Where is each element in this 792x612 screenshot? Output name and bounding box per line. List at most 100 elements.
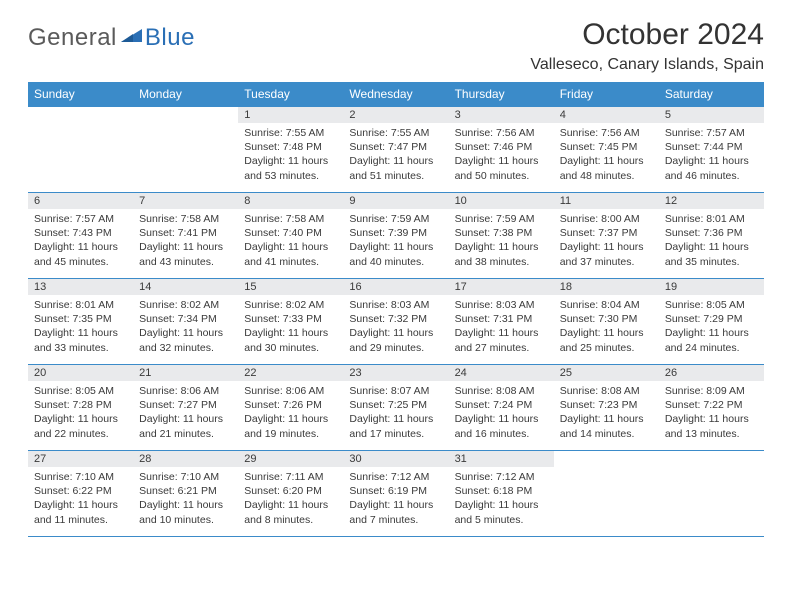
day-body: Sunrise: 8:06 AMSunset: 7:26 PMDaylight:… — [238, 381, 343, 445]
day-number: 27 — [28, 451, 133, 467]
day-number: 15 — [238, 279, 343, 295]
calendar-day-cell: 26Sunrise: 8:09 AMSunset: 7:22 PMDayligh… — [659, 365, 764, 451]
calendar-day-cell: 25Sunrise: 8:08 AMSunset: 7:23 PMDayligh… — [554, 365, 659, 451]
calendar-day-cell: 24Sunrise: 8:08 AMSunset: 7:24 PMDayligh… — [449, 365, 554, 451]
calendar-day-cell: 12Sunrise: 8:01 AMSunset: 7:36 PMDayligh… — [659, 193, 764, 279]
calendar-day-cell: 15Sunrise: 8:02 AMSunset: 7:33 PMDayligh… — [238, 279, 343, 365]
weekday-header: Saturday — [659, 82, 764, 107]
calendar-table: Sunday Monday Tuesday Wednesday Thursday… — [28, 82, 764, 537]
day-number: 30 — [343, 451, 448, 467]
calendar-day-cell: 22Sunrise: 8:06 AMSunset: 7:26 PMDayligh… — [238, 365, 343, 451]
calendar-day-cell: 0. — [28, 107, 133, 193]
day-body: Sunrise: 7:58 AMSunset: 7:41 PMDaylight:… — [133, 209, 238, 273]
calendar-day-cell: 8Sunrise: 7:58 AMSunset: 7:40 PMDaylight… — [238, 193, 343, 279]
weekday-header: Monday — [133, 82, 238, 107]
calendar-day-cell: 6Sunrise: 7:57 AMSunset: 7:43 PMDaylight… — [28, 193, 133, 279]
calendar-week-row: 27Sunrise: 7:10 AMSunset: 6:22 PMDayligh… — [28, 451, 764, 537]
day-number: 4 — [554, 107, 659, 123]
location: Valleseco, Canary Islands, Spain — [530, 56, 764, 74]
logo: General Blue — [28, 24, 195, 52]
day-body: Sunrise: 8:08 AMSunset: 7:23 PMDaylight:… — [554, 381, 659, 445]
day-number: 31 — [449, 451, 554, 467]
header: General Blue October 2024 Valleseco, Can… — [28, 18, 764, 74]
day-body: Sunrise: 8:05 AMSunset: 7:29 PMDaylight:… — [659, 295, 764, 359]
day-body: Sunrise: 7:55 AMSunset: 7:47 PMDaylight:… — [343, 123, 448, 187]
day-body: Sunrise: 8:04 AMSunset: 7:30 PMDaylight:… — [554, 295, 659, 359]
day-number: 18 — [554, 279, 659, 295]
calendar-day-cell: 1Sunrise: 7:55 AMSunset: 7:48 PMDaylight… — [238, 107, 343, 193]
day-number: 6 — [28, 193, 133, 209]
day-body: Sunrise: 8:02 AMSunset: 7:34 PMDaylight:… — [133, 295, 238, 359]
calendar-day-cell: 3Sunrise: 7:56 AMSunset: 7:46 PMDaylight… — [449, 107, 554, 193]
calendar-day-cell: 0. — [554, 451, 659, 537]
calendar-day-cell: 0. — [659, 451, 764, 537]
day-body: Sunrise: 8:03 AMSunset: 7:31 PMDaylight:… — [449, 295, 554, 359]
day-body: Sunrise: 8:03 AMSunset: 7:32 PMDaylight:… — [343, 295, 448, 359]
calendar-day-cell: 10Sunrise: 7:59 AMSunset: 7:38 PMDayligh… — [449, 193, 554, 279]
day-number: 3 — [449, 107, 554, 123]
day-body: Sunrise: 7:11 AMSunset: 6:20 PMDaylight:… — [238, 467, 343, 531]
day-number: 25 — [554, 365, 659, 381]
day-number: 29 — [238, 451, 343, 467]
month-title: October 2024 — [530, 18, 764, 52]
calendar-week-row: 6Sunrise: 7:57 AMSunset: 7:43 PMDaylight… — [28, 193, 764, 279]
day-body: Sunrise: 8:02 AMSunset: 7:33 PMDaylight:… — [238, 295, 343, 359]
day-number: 13 — [28, 279, 133, 295]
day-body: Sunrise: 7:57 AMSunset: 7:43 PMDaylight:… — [28, 209, 133, 273]
day-number: 8 — [238, 193, 343, 209]
day-number: 10 — [449, 193, 554, 209]
day-number: 28 — [133, 451, 238, 467]
day-number: 23 — [343, 365, 448, 381]
day-number: 16 — [343, 279, 448, 295]
day-number: 17 — [449, 279, 554, 295]
day-body: Sunrise: 7:56 AMSunset: 7:45 PMDaylight:… — [554, 123, 659, 187]
logo-text-blue: Blue — [145, 24, 195, 52]
day-number: 11 — [554, 193, 659, 209]
calendar-day-cell: 4Sunrise: 7:56 AMSunset: 7:45 PMDaylight… — [554, 107, 659, 193]
calendar-day-cell: 5Sunrise: 7:57 AMSunset: 7:44 PMDaylight… — [659, 107, 764, 193]
day-body: Sunrise: 7:59 AMSunset: 7:39 PMDaylight:… — [343, 209, 448, 273]
weekday-header: Thursday — [449, 82, 554, 107]
day-body: Sunrise: 7:10 AMSunset: 6:21 PMDaylight:… — [133, 467, 238, 531]
calendar-day-cell: 23Sunrise: 8:07 AMSunset: 7:25 PMDayligh… — [343, 365, 448, 451]
calendar-day-cell: 20Sunrise: 8:05 AMSunset: 7:28 PMDayligh… — [28, 365, 133, 451]
day-number: 14 — [133, 279, 238, 295]
day-number: 22 — [238, 365, 343, 381]
weekday-row: Sunday Monday Tuesday Wednesday Thursday… — [28, 82, 764, 107]
day-number: 12 — [659, 193, 764, 209]
calendar-day-cell: 21Sunrise: 8:06 AMSunset: 7:27 PMDayligh… — [133, 365, 238, 451]
day-body: Sunrise: 7:55 AMSunset: 7:48 PMDaylight:… — [238, 123, 343, 187]
weekday-header: Friday — [554, 82, 659, 107]
calendar-day-cell: 16Sunrise: 8:03 AMSunset: 7:32 PMDayligh… — [343, 279, 448, 365]
calendar-day-cell: 30Sunrise: 7:12 AMSunset: 6:19 PMDayligh… — [343, 451, 448, 537]
calendar-day-cell: 9Sunrise: 7:59 AMSunset: 7:39 PMDaylight… — [343, 193, 448, 279]
day-body: Sunrise: 7:12 AMSunset: 6:18 PMDaylight:… — [449, 467, 554, 531]
day-body: Sunrise: 8:00 AMSunset: 7:37 PMDaylight:… — [554, 209, 659, 273]
day-body: Sunrise: 7:12 AMSunset: 6:19 PMDaylight:… — [343, 467, 448, 531]
calendar-day-cell: 17Sunrise: 8:03 AMSunset: 7:31 PMDayligh… — [449, 279, 554, 365]
calendar-day-cell: 19Sunrise: 8:05 AMSunset: 7:29 PMDayligh… — [659, 279, 764, 365]
calendar-day-cell: 31Sunrise: 7:12 AMSunset: 6:18 PMDayligh… — [449, 451, 554, 537]
calendar-day-cell: 28Sunrise: 7:10 AMSunset: 6:21 PMDayligh… — [133, 451, 238, 537]
title-block: October 2024 Valleseco, Canary Islands, … — [530, 18, 764, 74]
day-number: 26 — [659, 365, 764, 381]
logo-text-general: General — [28, 24, 117, 52]
weekday-header: Wednesday — [343, 82, 448, 107]
day-body: Sunrise: 7:56 AMSunset: 7:46 PMDaylight:… — [449, 123, 554, 187]
day-number: 21 — [133, 365, 238, 381]
calendar-day-cell: 2Sunrise: 7:55 AMSunset: 7:47 PMDaylight… — [343, 107, 448, 193]
calendar-day-cell: 14Sunrise: 8:02 AMSunset: 7:34 PMDayligh… — [133, 279, 238, 365]
day-number: 5 — [659, 107, 764, 123]
day-body: Sunrise: 8:01 AMSunset: 7:36 PMDaylight:… — [659, 209, 764, 273]
day-number: 24 — [449, 365, 554, 381]
day-number: 1 — [238, 107, 343, 123]
day-number: 19 — [659, 279, 764, 295]
day-number: 7 — [133, 193, 238, 209]
day-number: 9 — [343, 193, 448, 209]
logo-flag-icon — [121, 25, 143, 48]
calendar-week-row: 0.0.1Sunrise: 7:55 AMSunset: 7:48 PMDayl… — [28, 107, 764, 193]
calendar-day-cell: 18Sunrise: 8:04 AMSunset: 7:30 PMDayligh… — [554, 279, 659, 365]
weekday-header: Sunday — [28, 82, 133, 107]
day-body: Sunrise: 7:10 AMSunset: 6:22 PMDaylight:… — [28, 467, 133, 531]
calendar-day-cell: 7Sunrise: 7:58 AMSunset: 7:41 PMDaylight… — [133, 193, 238, 279]
